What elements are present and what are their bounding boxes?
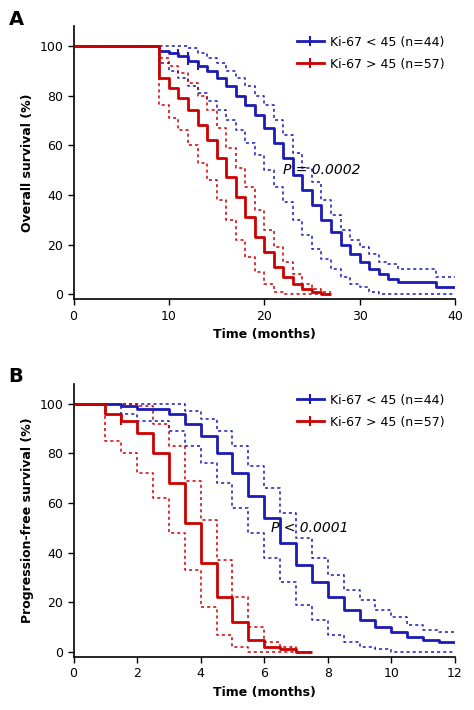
Text: A: A bbox=[9, 10, 24, 28]
Text: P = 0.0002: P = 0.0002 bbox=[283, 163, 361, 177]
Y-axis label: Progression-free survival (%): Progression-free survival (%) bbox=[21, 417, 34, 623]
Legend: Ki-67 < 45 (n=44), Ki-67 > 45 (n=57): Ki-67 < 45 (n=44), Ki-67 > 45 (n=57) bbox=[293, 390, 449, 432]
Legend: Ki-67 < 45 (n=44), Ki-67 > 45 (n=57): Ki-67 < 45 (n=44), Ki-67 > 45 (n=57) bbox=[293, 32, 449, 75]
Y-axis label: Overall survival (%): Overall survival (%) bbox=[21, 93, 34, 232]
Text: B: B bbox=[9, 367, 24, 386]
X-axis label: Time (months): Time (months) bbox=[213, 686, 316, 699]
Text: P < 0.0001: P < 0.0001 bbox=[271, 521, 348, 535]
X-axis label: Time (months): Time (months) bbox=[213, 328, 316, 341]
